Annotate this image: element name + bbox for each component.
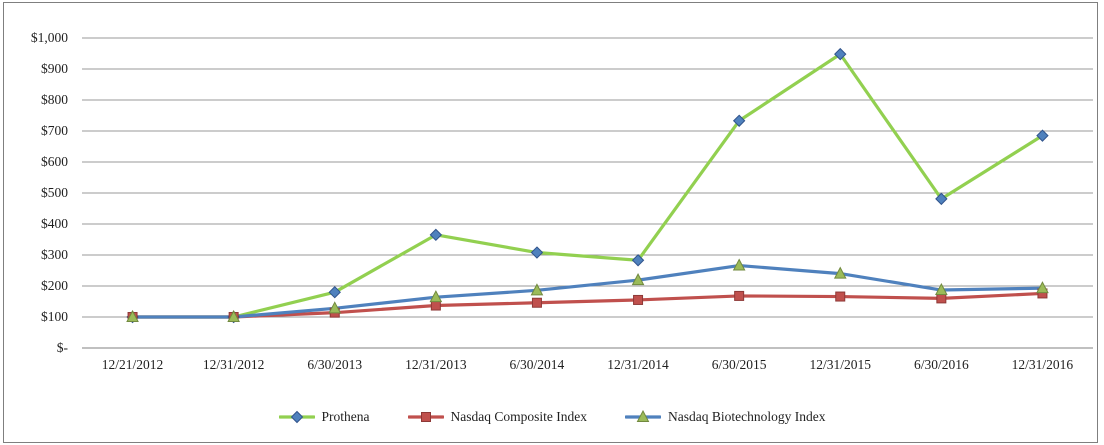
square-marker-icon: [734, 290, 745, 301]
x-tick-label: 12/31/2013: [405, 357, 467, 372]
diamond-marker-icon: [631, 254, 645, 267]
diamond-marker-icon: [530, 246, 544, 259]
y-tick-label: $800: [41, 92, 68, 107]
gridlines: [82, 37, 1093, 349]
square-marker-icon: [633, 294, 644, 305]
triangle-marker-icon: [227, 309, 240, 322]
triangle-marker-icon: [328, 301, 342, 314]
x-tick-label: 6/30/2014: [509, 357, 565, 372]
chart-legend: Prothena Nasdaq Composite Index Nasdaq B…: [0, 409, 1104, 425]
legend-label: Nasdaq Biotechnology Index: [668, 409, 826, 424]
series-path: [130, 52, 1045, 319]
y-tick-label: $500: [41, 185, 68, 200]
y-tick-label: $600: [41, 154, 68, 169]
triangle-marker-icon: [530, 283, 544, 296]
y-tick-label: $100: [41, 309, 68, 324]
series-line-2: [130, 263, 1045, 319]
triangle-marker-icon: [429, 290, 443, 303]
square-marker-icon: [430, 300, 441, 311]
x-tick-label: 6/30/2013: [307, 357, 363, 372]
legend-label: Prothena: [321, 409, 370, 424]
x-tick-label: 12/31/2014: [607, 357, 669, 372]
diamond-marker-icon: [290, 410, 303, 424]
triangle-marker-icon: [636, 409, 650, 422]
square-marker-icon: [420, 412, 431, 422]
y-tick-label: $400: [41, 216, 68, 231]
diamond-marker-icon: [935, 192, 948, 206]
legend-label: Nasdaq Composite Index: [450, 409, 587, 424]
legend-item-nasdaq-composite: Nasdaq Composite Index: [406, 409, 587, 425]
diamond-marker-icon: [328, 285, 341, 299]
series-markers-2: [126, 258, 1049, 322]
x-tick-label: 12/31/2016: [1011, 357, 1074, 372]
x-tick-label: 12/21/2012: [101, 357, 164, 372]
diamond-marker-icon: [429, 228, 443, 242]
legend-item-prothena: Prothena: [277, 409, 370, 425]
series-markers-0: [126, 47, 1049, 324]
x-tick-label: 6/30/2016: [913, 357, 969, 372]
triangle-marker-icon: [833, 266, 847, 279]
diamond-marker-icon: [834, 47, 847, 61]
series-path: [130, 291, 1045, 319]
x-tick-label: 12/31/2015: [809, 357, 871, 372]
y-tick-label: $1,000: [30, 30, 68, 45]
square-marker-icon: [936, 293, 947, 304]
triangle-marker-icon: [126, 309, 139, 322]
legend-item-nasdaq-biotechnology: Nasdaq Biotechnology Index: [624, 409, 826, 425]
y-tick-label: $-: [56, 340, 68, 355]
x-tick-label: 6/30/2015: [711, 357, 767, 372]
square-marker-icon: [531, 297, 542, 308]
triangle-marker-icon: [935, 282, 948, 296]
diamond-marker-icon: [1036, 129, 1049, 142]
y-tick-label: $900: [41, 61, 68, 76]
x-tick-label: 12/31/2012: [202, 357, 265, 372]
composite-line-square-icon: [406, 410, 445, 424]
series-line-0: [130, 52, 1045, 319]
square-marker-icon: [835, 291, 846, 302]
diamond-marker-icon: [732, 114, 746, 127]
series-path: [130, 263, 1045, 319]
y-tick-label: $200: [41, 278, 68, 293]
biotech-line-triangle-icon: [624, 409, 662, 424]
y-tick-label: $700: [41, 123, 68, 138]
prothena-line-diamond-icon: [277, 410, 316, 424]
series-line-1: [130, 291, 1045, 319]
triangle-marker-icon: [1036, 281, 1049, 294]
triangle-marker-icon: [631, 273, 645, 286]
triangle-marker-icon: [732, 258, 746, 271]
y-tick-label: $300: [41, 247, 68, 262]
